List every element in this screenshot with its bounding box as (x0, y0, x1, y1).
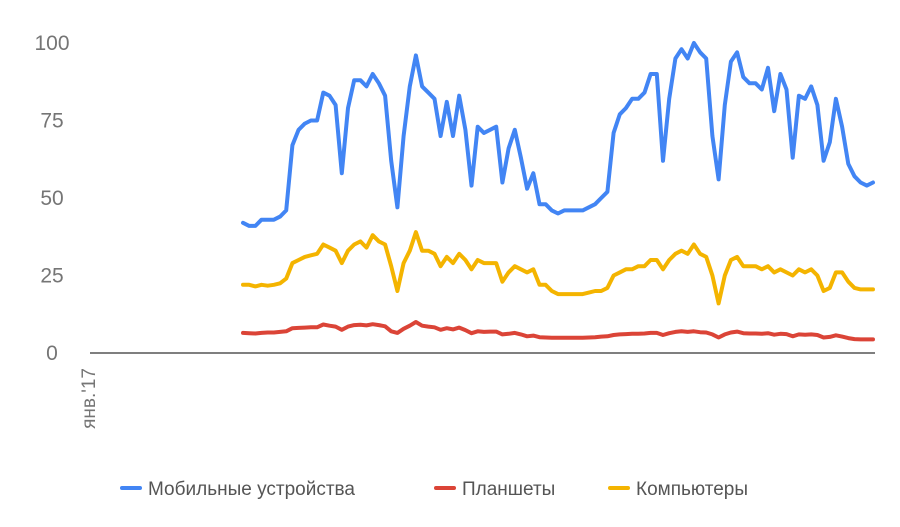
legend-item-2[interactable]: Компьютеры (608, 479, 748, 500)
series-line-2 (241, 230, 875, 306)
legend-item-1[interactable]: Планшеты (434, 479, 555, 500)
series-line-0 (241, 41, 875, 228)
legend-label: Планшеты (462, 479, 555, 500)
y-tick-label-25: 25 (40, 265, 63, 288)
y-axis: 0 25 50 75 100 (34, 32, 69, 365)
y-tick-label-50: 50 (40, 187, 63, 210)
y-tick-label-0: 0 (46, 342, 58, 365)
series-layer (241, 41, 875, 342)
series-line-1 (241, 320, 875, 342)
y-tick-label-75: 75 (40, 110, 63, 133)
legend-label: Компьютеры (636, 479, 748, 500)
legend-label: Мобильные устройства (148, 479, 355, 500)
legend-item-0[interactable]: Мобильные устройства (120, 479, 355, 500)
x-axis: янв.'17 (79, 352, 875, 429)
legend[interactable]: Мобильные устройства Планшеты Компьютеры (120, 479, 748, 500)
y-tick-label-100: 100 (34, 32, 69, 55)
x-tick-label: янв.'17 (79, 368, 100, 429)
